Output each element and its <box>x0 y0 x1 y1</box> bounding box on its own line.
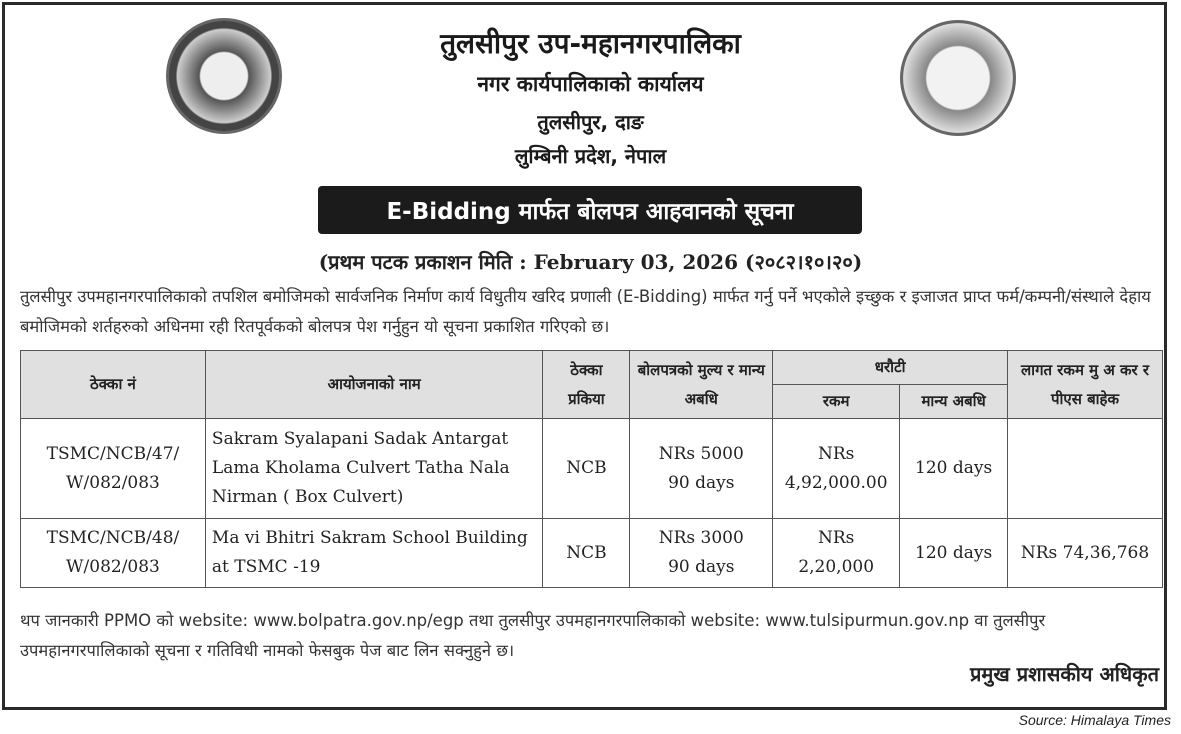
bid-table: ठेक्का नं आयोजनाको नाम ठेक्का प्रकिया बो… <box>20 350 1163 588</box>
header-bid-fee: बोलपत्रको मुल्य र मान्य अबधि <box>629 350 774 419</box>
security-amount: NRs 4,92,000.00 <box>772 418 901 519</box>
bid-fee-amount: NRs 3000 <box>658 528 744 548</box>
security-validity: 120 days <box>899 518 1009 588</box>
source-credit: Source: Himalaya Times <box>1018 712 1171 728</box>
security-validity: 120 days <box>899 418 1009 519</box>
amount-value: 2,20,000 <box>798 557 875 577</box>
contract-no: TSMC/NCB/47/ W/082/083 <box>20 418 206 519</box>
header-cost: लागत रकम मु अ कर र पीएस बाहेक <box>1007 350 1163 419</box>
table-row: TSMC/NCB/47/ W/082/083 Sakram Syalapani … <box>20 418 1163 519</box>
header-process: ठेक्का प्रकिया <box>542 350 631 419</box>
process: NCB <box>542 418 631 519</box>
process: NCB <box>542 518 631 588</box>
office-name: नगर कार्यपालिकाको कार्यालय <box>477 72 704 96</box>
contract-no: TSMC/NCB/48/ W/082/083 <box>20 518 206 588</box>
org-name: तुलसीपुर उप-महानगरपालिका <box>440 27 741 60</box>
header-validity: मान्य अबधि <box>899 384 1009 419</box>
province: लुम्बिनी प्रदेश, नेपाल <box>514 144 667 168</box>
cost <box>1007 418 1163 519</box>
header-contract-no: ठेक्का नं <box>20 350 206 419</box>
header-project: आयोजनाको नाम <box>204 350 544 419</box>
signature: प्रमुख प्रशासकीय अधिकृत <box>970 662 1159 686</box>
security-amount: NRs 2,20,000 <box>772 518 901 588</box>
table-row: TSMC/NCB/48/ W/082/083 Ma vi Bhitri Sakr… <box>20 518 1163 588</box>
bid-fee-amount: NRs 5000 <box>658 443 744 464</box>
location: तुलसीपुर, दाङ <box>537 110 644 134</box>
amount-label: NRs <box>817 443 855 464</box>
cost: NRs 74,36,768 <box>1007 518 1163 588</box>
notice-title: E-Bidding मार्फत बोलपत्र आहवानको सूचना <box>318 186 862 234</box>
project-name: Sakram Syalapani Sadak Antargat Lama Kho… <box>204 418 544 519</box>
footer-note: थप जानकारी PPMO को website: www.bolpatra… <box>20 611 1046 660</box>
bid-validity: 90 days <box>668 557 735 577</box>
bid-validity: 90 days <box>668 472 735 493</box>
nepal-emblem-logo <box>166 18 282 134</box>
amount-value: 4,92,000.00 <box>784 472 888 493</box>
publication-date: (प्रथम पटक प्रकाशन मिति : February 03, 2… <box>318 250 863 274</box>
amount-label: NRs <box>817 528 855 548</box>
project-name: Ma vi Bhitri Sakram School Building at T… <box>204 518 544 588</box>
intro-paragraph: तुलसीपुर उपमहानगरपालिकाको तपशिल बमोजिमको… <box>20 287 1151 336</box>
header-security: धरौटी <box>772 350 1009 385</box>
municipality-logo <box>900 20 1016 136</box>
bid-fee: NRs 3000 90 days <box>629 518 774 588</box>
header-amount: रकम <box>772 384 901 419</box>
notice-frame <box>2 2 1167 710</box>
bid-fee: NRs 5000 90 days <box>629 418 774 519</box>
